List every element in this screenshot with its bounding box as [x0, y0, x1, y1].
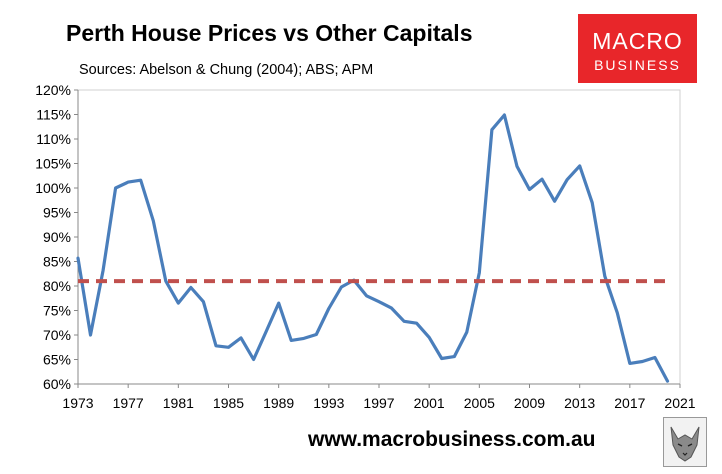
- x-tick-label: 1997: [363, 395, 394, 411]
- y-tick-label: 105%: [35, 156, 71, 172]
- y-tick-label: 65%: [43, 352, 71, 368]
- y-tick-label: 60%: [43, 376, 71, 392]
- wolf-logo-icon: [663, 417, 707, 467]
- y-tick-label: 75%: [43, 303, 71, 319]
- x-tick-label: 1973: [62, 395, 93, 411]
- x-tick-label: 1985: [213, 395, 244, 411]
- chart-marks: [76, 113, 670, 383]
- y-tick-label: 70%: [43, 327, 71, 343]
- price-ratio-line: [76, 113, 670, 383]
- y-tick-label: 110%: [36, 131, 71, 147]
- plot-area: [77, 89, 681, 385]
- x-tick-label: 2005: [464, 395, 495, 411]
- y-tick-label: 90%: [43, 229, 71, 245]
- logo-line-2: BUSINESS: [594, 57, 681, 73]
- x-tick-label: 2021: [664, 395, 695, 411]
- x-tick-label: 1989: [263, 395, 294, 411]
- y-tick-label: 120%: [35, 82, 71, 98]
- y-tick-label: 80%: [43, 278, 71, 294]
- y-tick-label: 100%: [35, 180, 71, 196]
- y-tick-label: 95%: [43, 205, 71, 221]
- x-tick-label: 2017: [614, 395, 645, 411]
- x-tick-label: 2013: [564, 395, 595, 411]
- y-tick-label: 85%: [43, 254, 71, 270]
- chart-subtitle: Sources: Abelson & Chung (2004); ABS; AP…: [79, 62, 374, 78]
- logo-line-1: MACRO: [592, 28, 683, 54]
- chart-axes: [74, 89, 681, 388]
- x-tick-label: 1977: [113, 395, 144, 411]
- x-tick-label: 1981: [163, 395, 194, 411]
- y-tick-label: 115%: [36, 107, 71, 123]
- footer-url[interactable]: www.macrobusiness.com.au: [308, 428, 596, 451]
- x-tick-label: 1993: [313, 395, 344, 411]
- chart-title: Perth House Prices vs Other Capitals: [66, 20, 473, 46]
- macrobusiness-logo: MACRO BUSINESS: [578, 14, 697, 83]
- chart-tick-labels: 60% 65% 70% 75% 80% 85% 90% 95% 100% 105% 110% 115%…: [35, 82, 696, 411]
- x-tick-label: 2001: [414, 395, 445, 411]
- x-tick-label: 2009: [514, 395, 545, 411]
